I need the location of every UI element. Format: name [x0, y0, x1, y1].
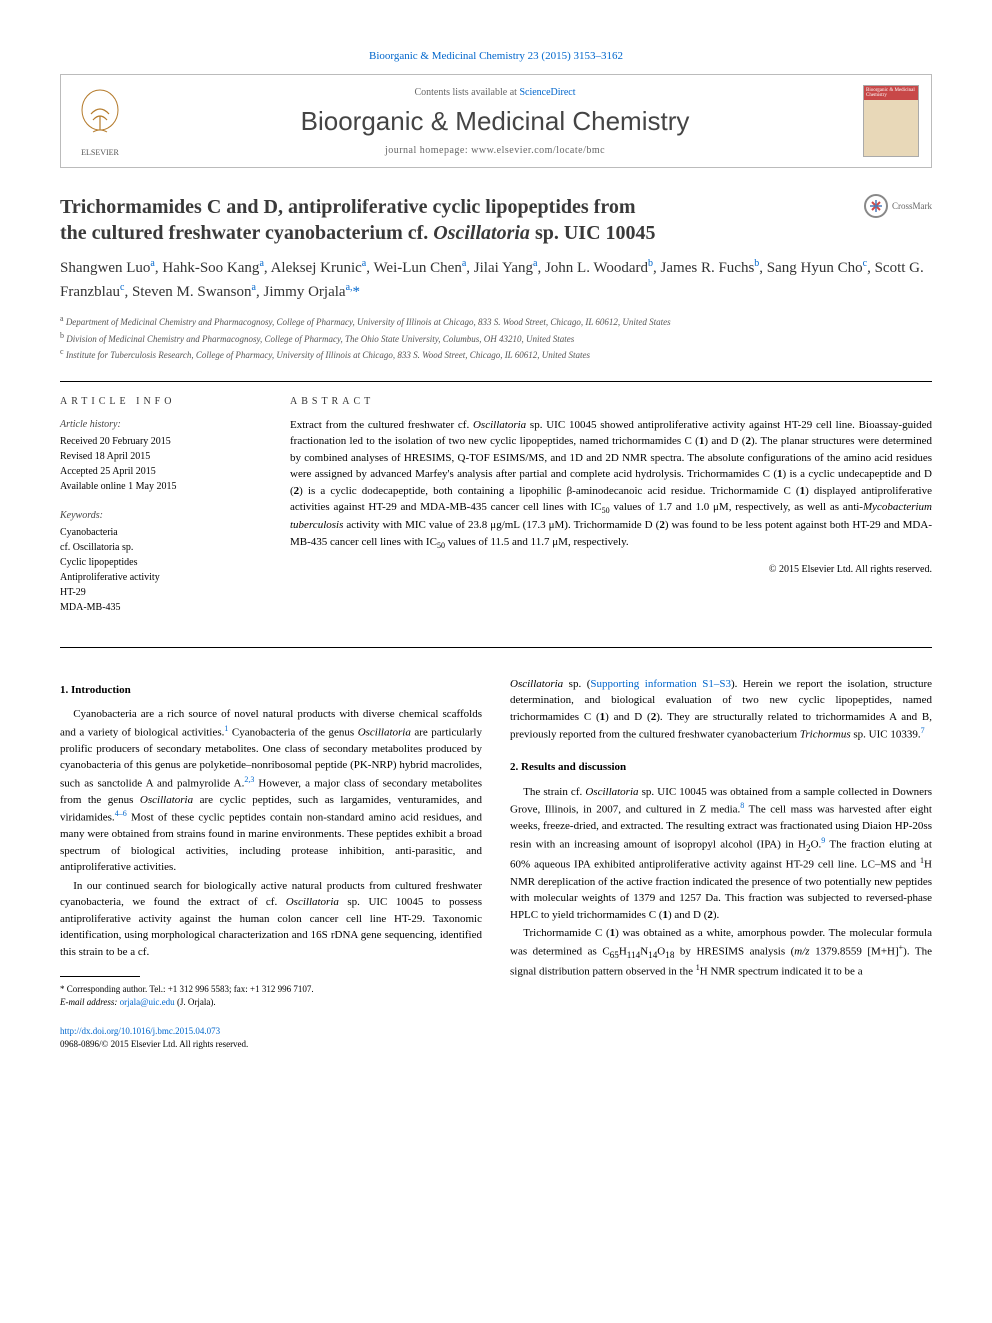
section-1-heading: 1. Introduction	[60, 682, 482, 699]
article-title: Trichormamides C and D, antiproliferativ…	[60, 194, 844, 246]
keywords-heading: Keywords:	[60, 508, 260, 523]
crossmark-icon	[864, 194, 888, 218]
author-list: Shangwen Luoa, Hahk-Soo Kanga, Aleksej K…	[60, 256, 932, 303]
page-footer: http://dx.doi.org/10.1016/j.bmc.2015.04.…	[60, 1025, 482, 1052]
sciencedirect-link[interactable]: ScienceDirect	[519, 87, 575, 98]
body-column-right: Oscillatoria sp. (Supporting information…	[510, 676, 932, 1052]
history-item: Available online 1 May 2015	[60, 479, 260, 494]
keyword-item: Antiproliferative activity	[60, 570, 260, 585]
keyword-item: cf. Oscillatoria sp.	[60, 540, 260, 555]
doi-link[interactable]: http://dx.doi.org/10.1016/j.bmc.2015.04.…	[60, 1026, 220, 1036]
affiliations: a Department of Medicinal Chemistry and …	[60, 313, 932, 363]
body-column-left: 1. Introduction Cyanobacteria are a rich…	[60, 676, 482, 1052]
abstract-copyright: © 2015 Elsevier Ltd. All rights reserved…	[290, 564, 932, 575]
elsevier-label: ELSEVIER	[73, 148, 127, 157]
keyword-item: Cyanobacteria	[60, 525, 260, 540]
journal-homepage-line: journal homepage: www.elsevier.com/locat…	[143, 145, 847, 156]
header-citation: Bioorganic & Medicinal Chemistry 23 (201…	[60, 50, 932, 62]
section-2-heading: 2. Results and discussion	[510, 759, 932, 776]
elsevier-logo-block: ELSEVIER	[73, 86, 127, 157]
abstract-column: ABSTRACT Extract from the cultured fresh…	[290, 396, 932, 629]
keyword-item: Cyclic lipopeptides	[60, 555, 260, 570]
history-item: Accepted 25 April 2015	[60, 464, 260, 479]
history-item: Revised 18 April 2015	[60, 449, 260, 464]
keyword-item: MDA-MB-435	[60, 600, 260, 615]
elsevier-tree-icon	[73, 86, 127, 146]
section-1-p3: Oscillatoria sp. (Supporting information…	[510, 676, 932, 744]
keywords-list: Cyanobacteriacf. Oscillatoria sp.Cyclic …	[60, 525, 260, 615]
history-heading: Article history:	[60, 417, 260, 432]
section-2-p1: The strain cf. Oscillatoria sp. UIC 1004…	[510, 784, 932, 923]
journal-cover-thumbnail: Bioorganic & Medicinal Chemistry	[863, 85, 919, 157]
section-1-p2: In our continued search for biologically…	[60, 878, 482, 961]
section-1-p1: Cyanobacteria are a rich source of novel…	[60, 706, 482, 876]
history-item: Received 20 February 2015	[60, 434, 260, 449]
abstract-text: Extract from the cultured freshwater cf.…	[290, 417, 932, 552]
crossmark-badge[interactable]: CrossMark	[864, 194, 932, 218]
corresponding-email-link[interactable]: orjala@uic.edu	[120, 997, 175, 1007]
corresponding-author-footnote: * Corresponding author. Tel.: +1 312 996…	[60, 983, 482, 1008]
divider-rule	[60, 381, 932, 382]
history-list: Received 20 February 2015Revised 18 Apri…	[60, 434, 260, 494]
section-2-p2: Trichormamide C (1) was obtained as a wh…	[510, 925, 932, 980]
keyword-item: HT-29	[60, 585, 260, 600]
journal-name-banner: Bioorganic & Medicinal Chemistry	[143, 106, 847, 137]
divider-rule-2	[60, 647, 932, 648]
article-info-column: ARTICLE INFO Article history: Received 2…	[60, 396, 260, 629]
article-info-heading: ARTICLE INFO	[60, 396, 260, 407]
journal-header-box: ELSEVIER Contents lists available at Sci…	[60, 74, 932, 168]
footnote-rule	[60, 976, 140, 977]
abstract-heading: ABSTRACT	[290, 396, 932, 407]
contents-lists-line: Contents lists available at ScienceDirec…	[143, 87, 847, 98]
